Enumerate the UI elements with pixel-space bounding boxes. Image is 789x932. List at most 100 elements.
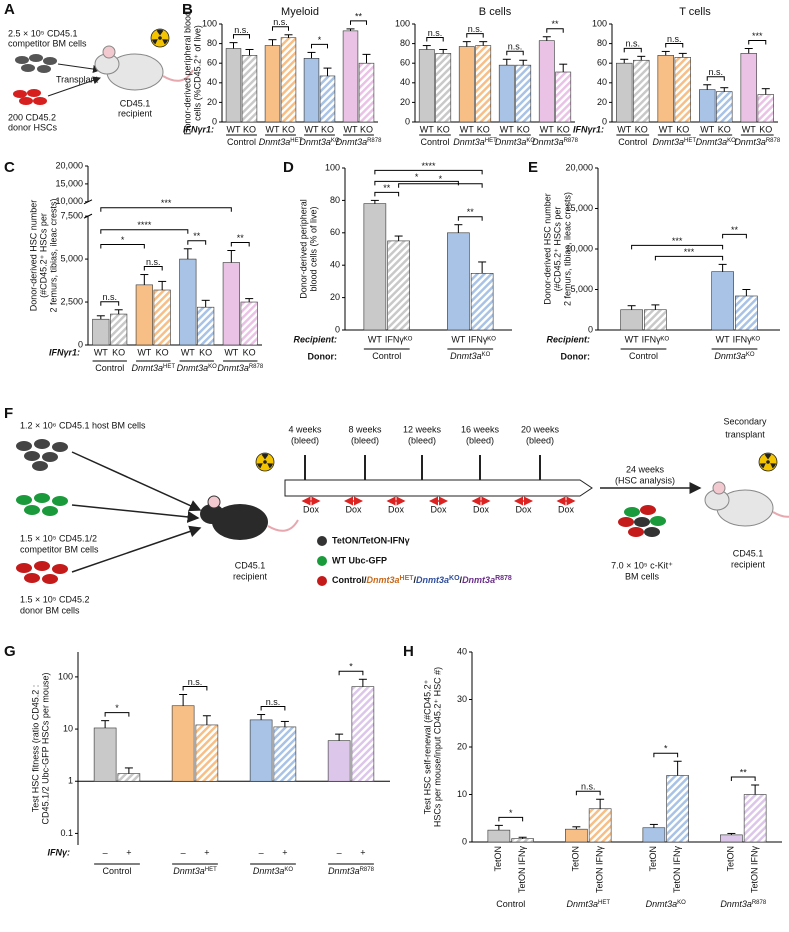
group-name: Dnmt3a: [652, 137, 684, 147]
significance-label: n.s.: [266, 697, 281, 707]
bar: [387, 240, 410, 331]
bar: [657, 55, 674, 123]
ckit-cells: [618, 505, 666, 537]
group-label: Dnmt3aKO: [696, 137, 737, 147]
bar: [674, 57, 691, 123]
y-tick-label: 80: [597, 38, 607, 48]
significance-label: n.s.: [188, 677, 203, 687]
significance-bracket: [100, 229, 189, 234]
group-name: Dnmt3a: [253, 866, 285, 876]
dox-label: Dox: [430, 504, 447, 514]
bar: [666, 775, 689, 843]
y-tick-label: 20: [207, 97, 217, 107]
bar: [555, 71, 572, 123]
group-label: Control: [227, 137, 256, 147]
group-name: Dnmt3a: [173, 866, 205, 876]
group-label: Control: [629, 351, 658, 361]
group-name: Control: [227, 137, 256, 147]
x-tick-label: WT: [420, 124, 434, 134]
label: 1.5 × 10⁵ CD45.2: [20, 594, 90, 604]
group-label: Control: [102, 866, 131, 876]
chart: 0.1 1 10 100 G Test HSC fitness (ratio CD45.2…: [4, 643, 390, 876]
competitor-cells: [15, 54, 57, 73]
x-tick-label: –: [337, 847, 342, 857]
significance-label: *: [121, 235, 125, 245]
label: 24 weeks: [626, 464, 665, 474]
group-name: Control: [618, 137, 647, 147]
group-name: Dnmt3a: [714, 351, 746, 361]
group-name: Dnmt3a: [131, 363, 163, 373]
bar: [642, 827, 666, 843]
significance-bracket: [100, 207, 232, 212]
bar: [110, 313, 128, 346]
x-tick-label: KO: [243, 124, 256, 134]
x-tick-label: +: [126, 847, 131, 857]
chart: 0 10 20 30 40 H Test HSC self-renewal (#CD45.2…: [403, 643, 782, 909]
bar: [303, 57, 320, 123]
x-tick-label: KO: [243, 347, 256, 357]
y-tick-label: 60: [330, 227, 340, 237]
bar: [620, 309, 643, 331]
label: donor BM cells: [20, 605, 80, 615]
timepoint-note: (bleed): [526, 435, 554, 445]
y-tick-label: 60: [597, 58, 607, 68]
y-tick-label: 40: [400, 77, 410, 87]
bar: [171, 705, 195, 782]
group-label: Control: [95, 363, 124, 373]
significance-bracket: [187, 240, 207, 245]
group-label: Control: [496, 899, 525, 909]
radiation: [758, 452, 778, 472]
y-tick-label: 0: [335, 324, 340, 334]
group-label: Dnmt3aKO: [495, 137, 536, 147]
bar: [720, 834, 743, 843]
group-label: Dnmt3aR878: [336, 137, 383, 147]
timeline: [284, 479, 593, 497]
y-tick-label: 5,000: [570, 284, 593, 294]
timepoint-label: 20 weeks: [521, 424, 560, 434]
bar: [153, 289, 171, 346]
bar: [470, 272, 494, 331]
bar: [740, 53, 757, 123]
x-tick-label: –: [103, 847, 108, 857]
x-tick-label: IFNγᴷᴼ: [385, 334, 413, 344]
y-tick-label: 80: [330, 195, 340, 205]
panel-letter: H: [403, 643, 414, 660]
significance-bracket: [722, 233, 747, 239]
x-tick-label: TetON IFNγ: [672, 846, 682, 894]
arrow: [57, 63, 101, 73]
t: Dnmt3a: [462, 575, 495, 585]
significance-label: n.s.: [667, 34, 682, 44]
label: 7.0 × 10⁵ c-Kit⁺: [611, 560, 673, 570]
significance-label: *: [415, 172, 419, 182]
label: competitor BM cells: [8, 38, 87, 48]
label: (HSC analysis): [615, 475, 675, 485]
group-sup: R878: [360, 867, 375, 873]
t: HET: [400, 575, 415, 582]
group-name: Control: [420, 137, 449, 147]
bar: [487, 829, 511, 843]
y-tick-label: 0: [212, 116, 217, 126]
y-tick-label: 40: [457, 646, 467, 656]
bar: [197, 306, 215, 346]
arrow: [47, 76, 101, 97]
group-label: Dnmt3aHET: [173, 866, 217, 876]
group-label: Dnmt3aHET: [652, 137, 696, 147]
group-name: Dnmt3a: [259, 137, 291, 147]
group-name: Dnmt3a: [734, 137, 766, 147]
significance-label: **: [355, 11, 363, 21]
y-axis-label: (#CD45.2⁺ HSCs per: [38, 213, 48, 298]
group-name: Control: [629, 351, 658, 361]
group-label: Dnmt3aKO: [177, 363, 218, 373]
y-axis-label: Donor-derived peripheral: [298, 199, 308, 299]
x-tick-label: +: [204, 847, 209, 857]
group-name: Dnmt3a: [328, 866, 360, 876]
x-tick-label: WT: [716, 334, 730, 344]
group-name: Dnmt3a: [495, 137, 527, 147]
significance-label: **: [467, 207, 475, 217]
bar: [351, 686, 375, 782]
x-tick-label: WT: [343, 124, 357, 134]
x-tick-label: WT: [451, 334, 465, 344]
group-sup: KO: [677, 900, 686, 906]
x-tick-label: WT: [625, 334, 639, 344]
bar: [135, 284, 153, 346]
